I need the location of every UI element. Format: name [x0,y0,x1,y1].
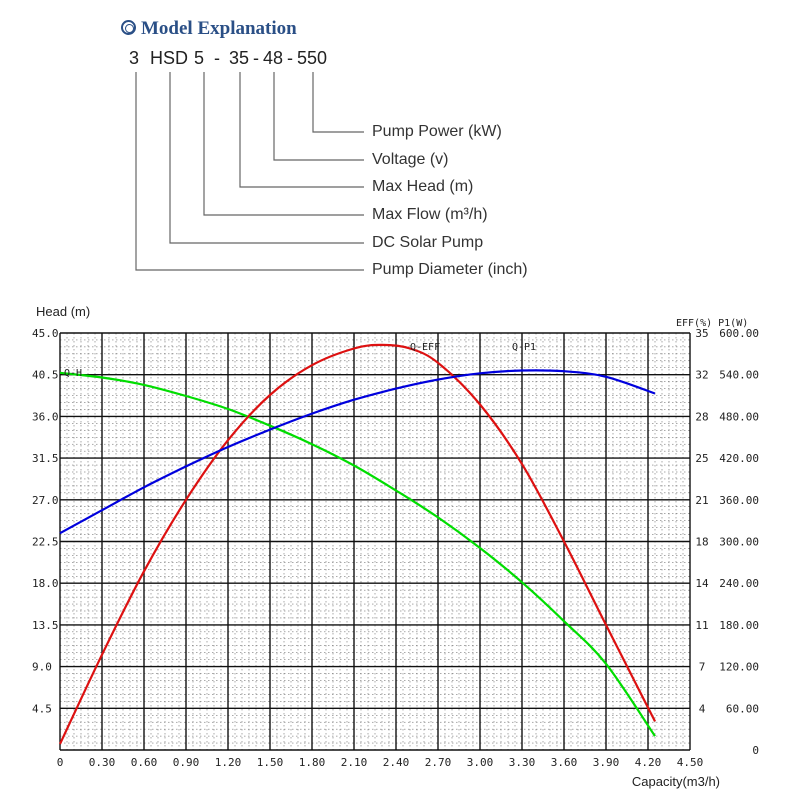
double-circle-icon [121,20,136,35]
y-tick-eff: 7 [699,661,706,674]
y-tick-head: 27.0 [32,494,59,507]
y-tick-eff: 11 [695,619,708,632]
x-tick-label: 3.90 [593,756,620,769]
model-explanation-title-text: Model Explanation [141,18,297,39]
series-label-q-p1: Q-P1 [512,342,536,353]
y-tick-power: 480.00 [719,410,759,423]
x-tick-label: 2.10 [341,756,368,769]
y-tick-power: 60.00 [726,702,759,715]
y-tick-head: 18.0 [32,577,59,590]
label-pump-diameter: Pump Diameter (inch) [372,261,528,278]
y-axis-title-head: Head (m) [36,304,90,319]
y-tick-eff: 32 [695,369,708,382]
series-label-q-h: Q-H [64,368,82,379]
chart-grid [59,332,691,751]
x-tick-label: 0 [57,756,64,769]
label-dc-solar-pump: DC Solar Pump [372,234,484,251]
code-dash-1: - [214,48,220,68]
y-tick-head: 45.0 [32,327,59,340]
label-max-flow: Max Flow (m³/h) [372,206,488,223]
y-tick-head: 22.5 [32,536,59,549]
x-tick-label: 0.90 [173,756,200,769]
code-head: 35 [229,48,250,68]
y-tick-eff: 18 [695,536,708,549]
x-tick-label: 1.20 [215,756,242,769]
code-voltage: 48 [263,48,284,68]
model-explanation: Model Explanation 3 HSD 5 - 35 - 48 - 55… [0,0,800,300]
y-tick-head: 13.5 [32,619,59,632]
y-tick-eff: 21 [695,494,708,507]
x-tick-label: 0.30 [89,756,116,769]
chart-curves [59,343,656,745]
code-power: 550 [297,48,328,68]
y-tick-power: 300.00 [719,536,759,549]
chart-labels: 0 0.30 0.60 0.90 1.20 1.50 1.80 2.10 2.40 2.70 3.0… [32,304,759,789]
performance-chart: 0 0.30 0.60 0.90 1.20 1.50 1.80 2.10 2.40 2.70 3.0… [32,304,759,789]
series-label-q-eff: Q-EFF [410,342,440,353]
y-tick-eff: 28 [695,410,708,423]
y-tick-eff: 25 [695,452,708,465]
x-tick-label: 4.20 [635,756,662,769]
y-tick-head: 31.5 [32,452,59,465]
y-tick-power: 600.00 [719,327,759,340]
code-series: HSD [150,48,189,68]
label-max-head: Max Head (m) [372,178,474,195]
x-tick-label: 3.00 [467,756,494,769]
x-tick-label: 3.60 [551,756,578,769]
model-leader-lines [135,72,364,271]
y-tick-power: 360.00 [719,494,759,507]
y-tick-head: 4.5 [32,702,52,715]
code-dash-3: - [287,48,293,68]
y-tick-eff: 4 [699,702,706,715]
y-axis-title-eff-power: EFF(%) P1(W) [676,318,748,329]
code-dash-2: - [253,48,259,68]
curve-q-eff [59,343,656,745]
x-tick-label: 2.70 [425,756,452,769]
x-tick-label: 1.50 [257,756,284,769]
y-tick-power: 180.00 [719,619,759,632]
y-tick-eff: 35 [695,327,708,340]
model-explanation-title: Model Explanation [121,18,297,40]
code-flow: 5 [194,48,205,68]
y-tick-power: 540.00 [719,369,759,382]
curve-q-p1 [59,369,656,535]
x-tick-label: 1.80 [299,756,326,769]
curve-q-h [59,371,656,737]
label-voltage: Voltage (v) [372,151,449,168]
y-tick-power: 420.00 [719,452,759,465]
x-tick-label: 4.50 [677,756,704,769]
y-tick-head: 36.0 [32,410,59,423]
y-tick-head: 9.0 [32,661,52,674]
y-tick-head: 40.5 [32,369,59,382]
y-tick-power: 0 [752,744,759,757]
x-tick-label: 2.40 [383,756,410,769]
label-pump-power: Pump Power (kW) [372,123,502,140]
y-tick-power: 240.00 [719,577,759,590]
x-tick-label: 0.60 [131,756,158,769]
y-tick-power: 120.00 [719,661,759,674]
y-tick-eff: 14 [695,577,709,590]
x-axis-title: Capacity(m3/h) [632,774,720,789]
code-diameter: 3 [129,48,140,68]
x-tick-label: 3.30 [509,756,536,769]
